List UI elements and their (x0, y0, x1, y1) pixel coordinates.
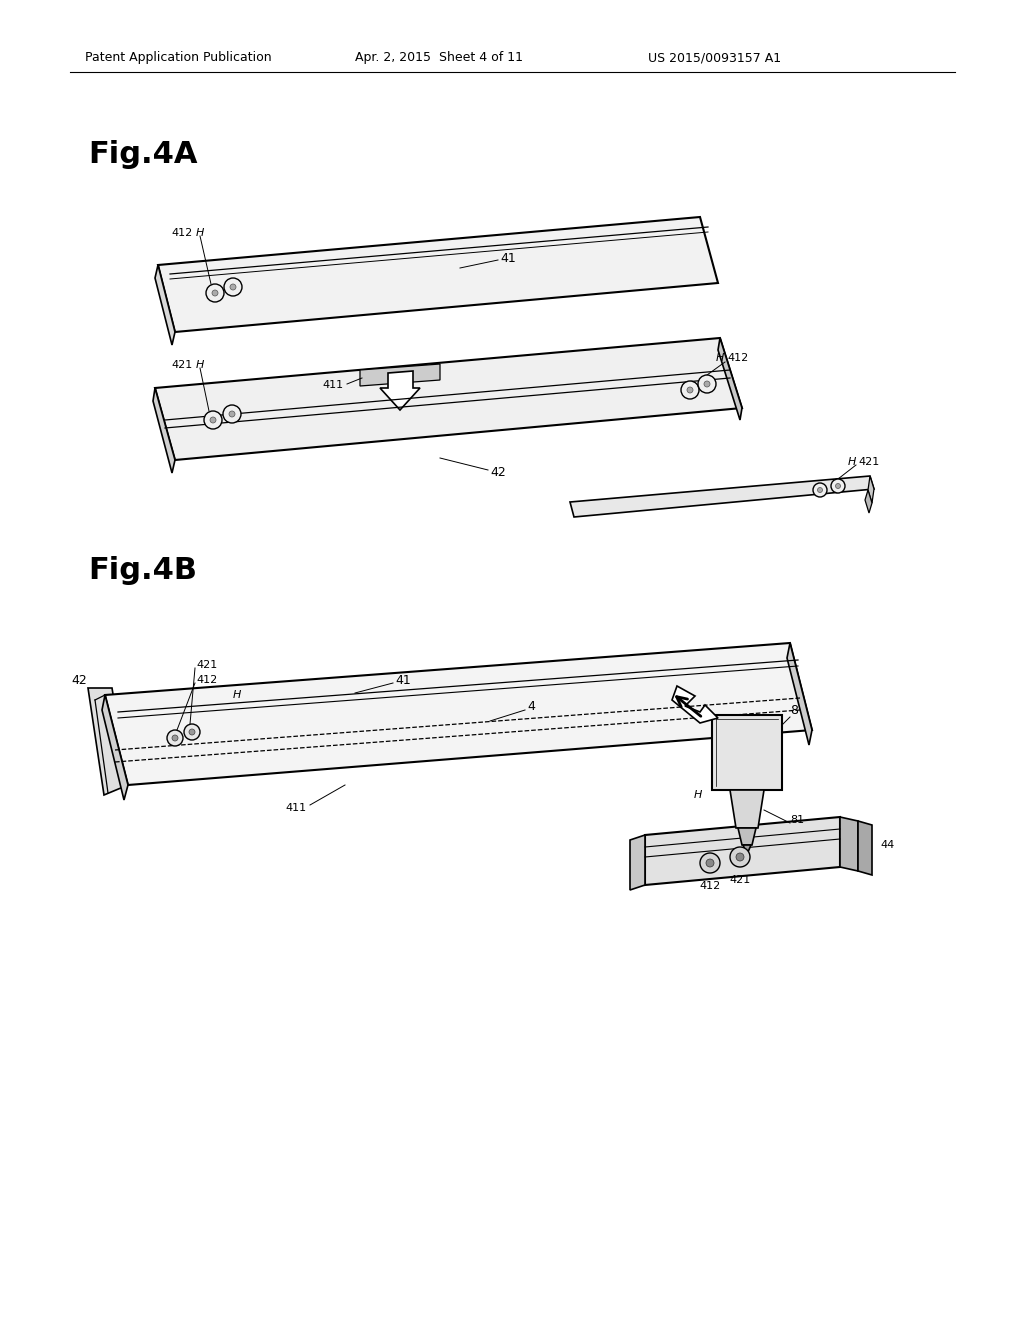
Text: 8: 8 (790, 704, 798, 717)
Circle shape (212, 290, 218, 296)
Circle shape (223, 405, 241, 422)
Text: 42: 42 (490, 466, 506, 479)
Text: US 2015/0093157 A1: US 2015/0093157 A1 (648, 51, 781, 65)
Circle shape (206, 284, 224, 302)
Circle shape (813, 483, 827, 498)
Text: 411: 411 (286, 803, 307, 813)
Circle shape (189, 729, 195, 735)
Circle shape (700, 853, 720, 873)
Text: 41: 41 (500, 252, 516, 264)
Circle shape (230, 284, 236, 290)
Text: 421: 421 (858, 457, 880, 467)
Circle shape (817, 487, 822, 492)
Polygon shape (868, 477, 874, 503)
Text: H: H (233, 690, 242, 700)
Polygon shape (88, 688, 128, 795)
Text: H: H (196, 360, 205, 370)
Circle shape (184, 723, 200, 741)
Polygon shape (155, 338, 742, 459)
Circle shape (706, 859, 714, 867)
Text: 421: 421 (196, 660, 217, 671)
Polygon shape (630, 836, 645, 890)
Text: Fig.4A: Fig.4A (88, 140, 198, 169)
Text: 421: 421 (172, 360, 193, 370)
Text: 412: 412 (727, 352, 749, 363)
Circle shape (836, 483, 841, 488)
Circle shape (831, 479, 845, 492)
Polygon shape (730, 789, 764, 828)
Circle shape (730, 847, 750, 867)
Text: 42: 42 (72, 673, 87, 686)
Circle shape (167, 730, 183, 746)
Polygon shape (158, 216, 718, 333)
Polygon shape (360, 364, 440, 385)
Polygon shape (712, 715, 782, 789)
Text: H: H (848, 457, 856, 467)
Circle shape (210, 417, 216, 422)
Text: 412: 412 (172, 228, 193, 238)
Circle shape (229, 411, 234, 417)
Circle shape (705, 381, 710, 387)
Polygon shape (787, 643, 812, 744)
Circle shape (204, 411, 222, 429)
Text: 412: 412 (699, 880, 721, 891)
Text: H: H (716, 352, 724, 363)
Circle shape (687, 387, 693, 393)
Polygon shape (738, 828, 756, 845)
Circle shape (172, 735, 178, 741)
Polygon shape (645, 817, 840, 884)
Text: Apr. 2, 2015  Sheet 4 of 11: Apr. 2, 2015 Sheet 4 of 11 (355, 51, 523, 65)
Text: 41: 41 (395, 673, 411, 686)
Circle shape (698, 375, 716, 393)
Text: Patent Application Publication: Patent Application Publication (85, 51, 271, 65)
Polygon shape (380, 371, 420, 411)
Text: Fig.4B: Fig.4B (88, 556, 197, 585)
Polygon shape (102, 696, 128, 800)
Text: 81: 81 (790, 814, 804, 825)
Text: 411: 411 (323, 380, 344, 389)
Text: 412: 412 (196, 675, 217, 685)
Text: 44: 44 (880, 840, 894, 850)
Text: 4: 4 (527, 701, 535, 714)
Polygon shape (858, 821, 872, 875)
Circle shape (736, 853, 744, 861)
Polygon shape (718, 338, 742, 420)
Text: 421: 421 (729, 875, 751, 884)
Polygon shape (840, 817, 858, 871)
Polygon shape (153, 388, 175, 473)
Polygon shape (672, 686, 718, 723)
Text: H: H (196, 228, 205, 238)
Polygon shape (155, 265, 175, 345)
Circle shape (224, 279, 242, 296)
Polygon shape (570, 477, 874, 517)
Polygon shape (743, 845, 751, 851)
Circle shape (681, 381, 699, 399)
Polygon shape (865, 490, 872, 513)
Polygon shape (105, 643, 812, 785)
Text: H: H (693, 789, 702, 800)
